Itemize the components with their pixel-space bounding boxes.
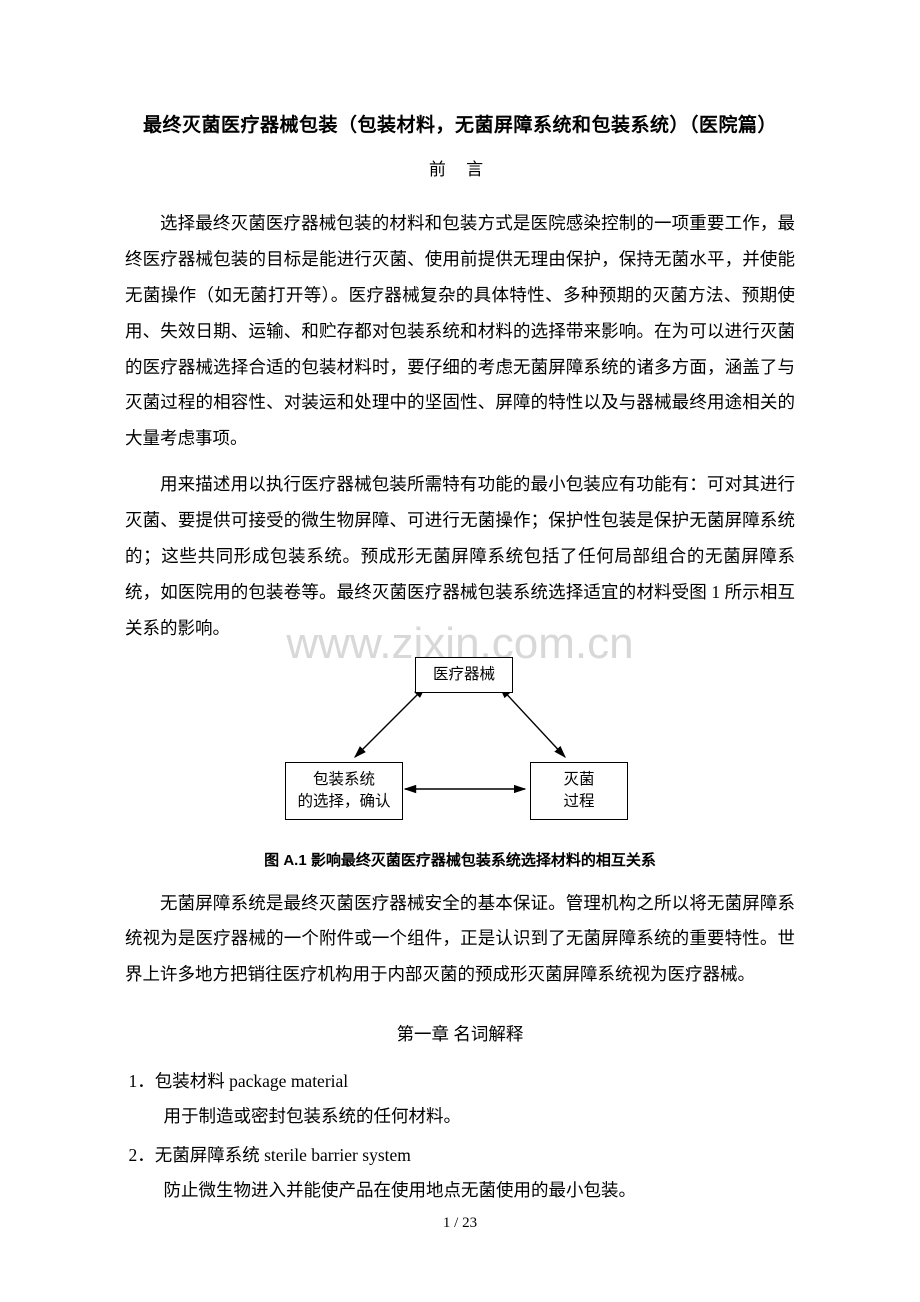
page-number: 1 / 23 [0, 1215, 920, 1232]
diagram-box-right: 灭菌 过程 [530, 762, 628, 820]
term-1-head: 1．包装材料 package material [129, 1064, 796, 1099]
term-1-num: 1． [129, 1071, 155, 1091]
document-page: 最终灭菌医疗器械包装（包装材料，无菌屏障系统和包装系统）（医院篇） 前 言 选择… [0, 0, 920, 1272]
diagram-box-left: 包装系统 的选择，确认 [285, 762, 403, 820]
page-title: 最终灭菌医疗器械包装（包装材料，无菌屏障系统和包装系统）（医院篇） [125, 110, 795, 137]
diagram-box-left-l2: 的选择，确认 [297, 791, 390, 813]
diagram-box-left-l1: 包装系统 [313, 769, 375, 791]
paragraph-3: 无菌屏障系统是最终灭菌医疗器械安全的基本保证。管理机构之所以将无菌屏障系统视为是… [125, 886, 795, 994]
term-1-title: 包装材料 package material [155, 1071, 348, 1091]
preface-heading: 前 言 [125, 155, 795, 180]
term-1-def: 用于制造或密封包装系统的任何材料。 [164, 1099, 796, 1134]
figure-a1-diagram: www.zixin.com.cn 医疗器械 包装系统 的选择，确认 灭菌 过程 [245, 657, 675, 837]
paragraph-1: 选择最终灭菌医疗器械包装的材料和包装方式是医院感染控制的一项重要工作，最终医疗器… [125, 206, 795, 457]
diagram-box-top-label: 医疗器械 [433, 664, 495, 686]
diagram-box-top: 医疗器械 [415, 657, 513, 693]
figure-caption: 图 A.1 影响最终灭菌医疗器械包装系统选择材料的相互关系 [125, 849, 795, 870]
term-2-title: 无菌屏障系统 sterile barrier system [155, 1145, 411, 1165]
term-2-num: 2． [129, 1145, 155, 1165]
term-2-def: 防止微生物进入并能使产品在使用地点无菌使用的最小包装。 [164, 1173, 796, 1208]
diagram-box-right-l1: 灭菌 [563, 769, 594, 791]
chapter-heading: 第一章 名词解释 [125, 1021, 795, 1046]
diagram-box-right-l2: 过程 [563, 791, 594, 813]
term-2-head: 2．无菌屏障系统 sterile barrier system [129, 1138, 796, 1173]
